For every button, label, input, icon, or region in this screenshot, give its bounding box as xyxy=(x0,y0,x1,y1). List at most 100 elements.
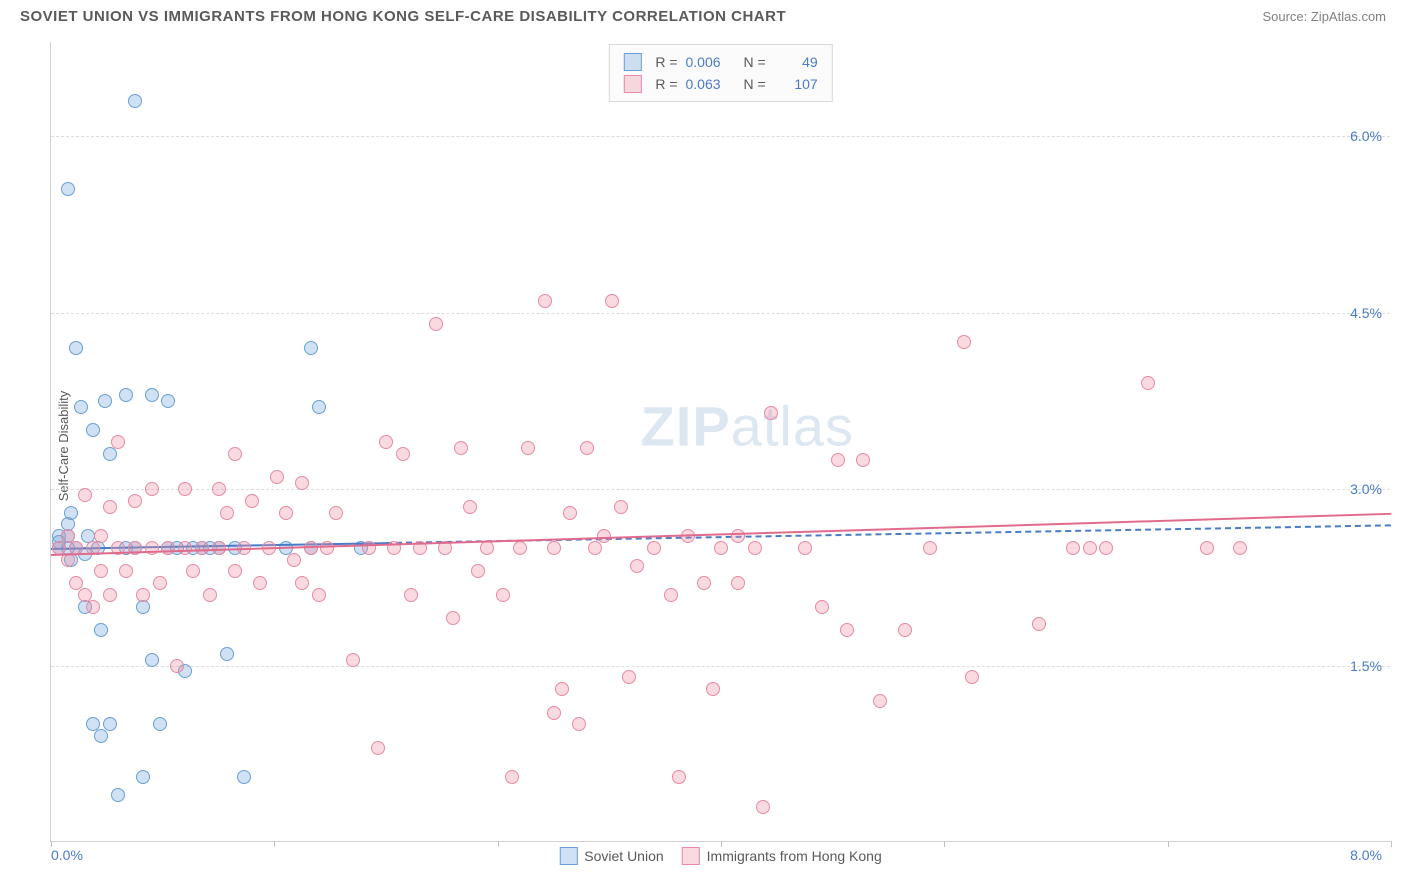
x-tick xyxy=(274,841,275,847)
data-point xyxy=(706,682,720,696)
data-point xyxy=(572,717,586,731)
data-point xyxy=(965,670,979,684)
data-point xyxy=(454,441,468,455)
data-point xyxy=(856,453,870,467)
data-point xyxy=(145,653,159,667)
legend-label: Immigrants from Hong Kong xyxy=(707,848,882,864)
data-point xyxy=(111,435,125,449)
n-value: 107 xyxy=(774,73,818,95)
data-point xyxy=(245,494,259,508)
data-point xyxy=(672,770,686,784)
data-point xyxy=(496,588,510,602)
legend-item: Soviet Union xyxy=(559,847,663,865)
data-point xyxy=(630,559,644,573)
y-tick-label: 1.5% xyxy=(1350,658,1382,674)
data-point xyxy=(840,623,854,637)
data-point xyxy=(429,317,443,331)
data-point xyxy=(320,541,334,555)
data-point xyxy=(647,541,661,555)
data-point xyxy=(86,600,100,614)
data-point xyxy=(178,482,192,496)
data-point xyxy=(463,500,477,514)
data-point xyxy=(212,482,226,496)
header: SOVIET UNION VS IMMIGRANTS FROM HONG KON… xyxy=(0,0,1406,37)
data-point xyxy=(923,541,937,555)
data-point xyxy=(287,553,301,567)
page-title: SOVIET UNION VS IMMIGRANTS FROM HONG KON… xyxy=(20,8,786,25)
gridline xyxy=(51,313,1390,314)
data-point xyxy=(346,653,360,667)
data-point xyxy=(270,470,284,484)
data-point xyxy=(111,788,125,802)
gridline xyxy=(51,666,1390,667)
data-point xyxy=(731,576,745,590)
data-point xyxy=(253,576,267,590)
data-point xyxy=(103,717,117,731)
data-point xyxy=(119,564,133,578)
x-tick xyxy=(1168,841,1169,847)
y-tick-label: 6.0% xyxy=(1350,128,1382,144)
legend-label: Soviet Union xyxy=(584,848,663,864)
data-point xyxy=(145,482,159,496)
legend-stat-row: R =0.063N =107 xyxy=(623,73,817,95)
data-point xyxy=(237,770,251,784)
data-point xyxy=(153,717,167,731)
data-point xyxy=(119,388,133,402)
data-point xyxy=(580,441,594,455)
data-point xyxy=(547,541,561,555)
data-point xyxy=(228,447,242,461)
data-point xyxy=(371,741,385,755)
x-axis-max: 8.0% xyxy=(1350,847,1382,863)
data-point xyxy=(513,541,527,555)
data-point xyxy=(480,541,494,555)
x-tick xyxy=(498,841,499,847)
n-label: N = xyxy=(744,51,766,73)
legend-item: Immigrants from Hong Kong xyxy=(682,847,882,865)
x-tick xyxy=(944,841,945,847)
data-point xyxy=(98,394,112,408)
data-point xyxy=(94,729,108,743)
data-point xyxy=(731,529,745,543)
legend-swatch xyxy=(623,75,641,93)
data-point xyxy=(362,541,376,555)
data-point xyxy=(697,576,711,590)
r-value: 0.006 xyxy=(686,51,730,73)
data-point xyxy=(69,341,83,355)
data-point xyxy=(873,694,887,708)
data-point xyxy=(228,564,242,578)
data-point xyxy=(295,576,309,590)
data-point xyxy=(1083,541,1097,555)
data-point xyxy=(831,453,845,467)
data-point xyxy=(170,659,184,673)
data-point xyxy=(404,588,418,602)
x-tick xyxy=(721,841,722,847)
data-point xyxy=(1233,541,1247,555)
x-axis-min: 0.0% xyxy=(51,847,83,863)
data-point xyxy=(957,335,971,349)
data-point xyxy=(1032,617,1046,631)
gridline xyxy=(51,136,1390,137)
data-point xyxy=(186,564,200,578)
data-point xyxy=(136,770,150,784)
data-point xyxy=(1099,541,1113,555)
data-point xyxy=(94,564,108,578)
legend-series: Soviet Union Immigrants from Hong Kong xyxy=(559,847,881,865)
data-point xyxy=(94,623,108,637)
data-point xyxy=(64,506,78,520)
data-point xyxy=(521,441,535,455)
data-point xyxy=(764,406,778,420)
watermark: ZIPatlas xyxy=(641,393,854,458)
data-point xyxy=(714,541,728,555)
x-tick xyxy=(51,841,52,847)
data-point xyxy=(748,541,762,555)
legend-stat-row: R =0.006N =49 xyxy=(623,51,817,73)
legend-swatch xyxy=(623,53,641,71)
data-point xyxy=(220,506,234,520)
data-point xyxy=(195,541,209,555)
data-point xyxy=(446,611,460,625)
y-tick-label: 3.0% xyxy=(1350,481,1382,497)
data-point xyxy=(279,506,293,520)
data-point xyxy=(161,541,175,555)
data-point xyxy=(178,541,192,555)
r-label: R = xyxy=(655,51,677,73)
